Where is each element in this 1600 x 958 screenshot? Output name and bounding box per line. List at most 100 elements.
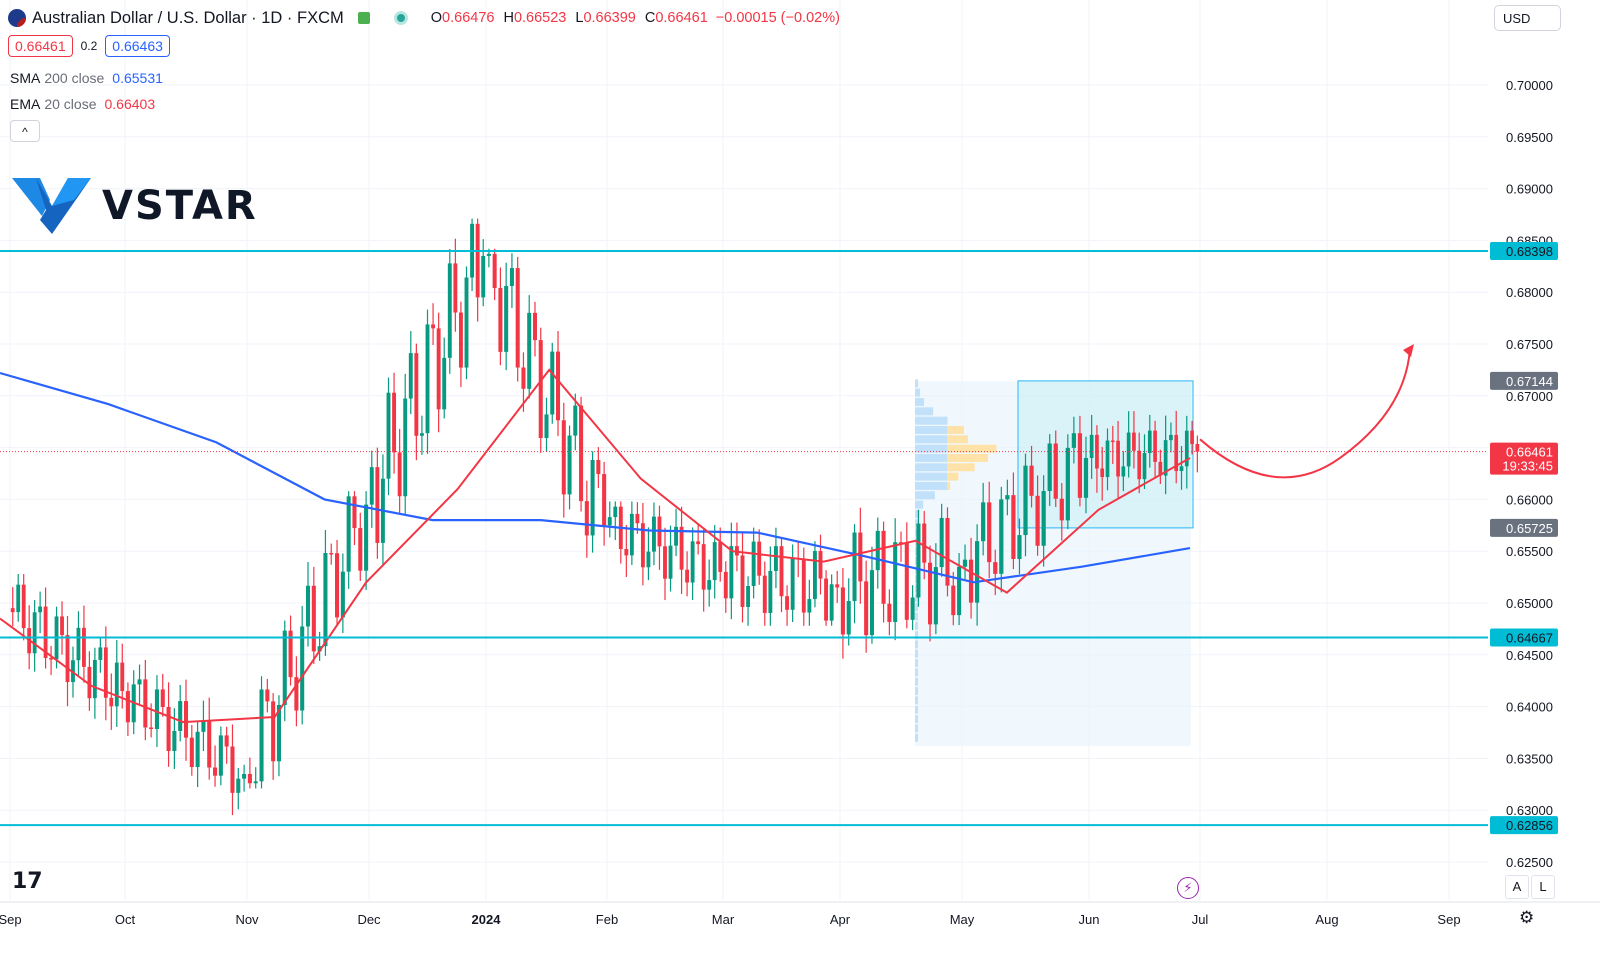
- candle-body: [785, 596, 790, 610]
- candle-body: [740, 555, 745, 607]
- auto-scale-button[interactable]: A: [1505, 875, 1529, 899]
- candle-body: [707, 580, 712, 590]
- y-tick-label: 0.65000: [1506, 596, 1553, 611]
- volume-profile-bar: [915, 379, 918, 388]
- candle-body: [475, 223, 480, 298]
- candle-body: [271, 701, 276, 762]
- candle-body: [812, 551, 817, 600]
- price-label: 0.66461: [1506, 445, 1553, 460]
- candle-body: [864, 581, 869, 636]
- candle-body: [431, 324, 436, 329]
- candle-body: [213, 767, 218, 776]
- lightning-icon[interactable]: ⚡: [1177, 877, 1199, 899]
- candle-body: [922, 523, 927, 563]
- candle-body: [247, 773, 252, 784]
- volume-profile-bar: [947, 463, 975, 472]
- volume-profile-bar: [915, 463, 947, 472]
- chevron-up-icon: ^: [22, 125, 28, 139]
- candle-body: [1169, 434, 1173, 441]
- candle-body: [149, 727, 154, 730]
- candle-body: [1100, 468, 1105, 478]
- candle-body: [323, 552, 328, 647]
- gear-icon[interactable]: ⚙: [1519, 908, 1535, 927]
- x-tick-label: Jun: [1079, 912, 1100, 927]
- candle-body: [92, 659, 97, 699]
- candle-body: [544, 414, 549, 438]
- volume-profile-bar: [915, 733, 918, 742]
- candle-body: [201, 720, 206, 732]
- candle-body: [1005, 495, 1010, 500]
- candle-body: [76, 627, 81, 661]
- candle-body: [65, 635, 70, 683]
- candle-body: [178, 701, 183, 731]
- candle-body: [114, 662, 119, 707]
- candle-body: [253, 781, 258, 784]
- candle-body: [928, 562, 933, 625]
- sma-legend[interactable]: SMA 200 close 0.65531: [10, 70, 163, 86]
- volume-profile-bar: [915, 416, 947, 425]
- candle-body: [567, 435, 572, 495]
- candle-body: [521, 367, 526, 389]
- candle-body: [453, 263, 458, 313]
- candle-body: [189, 737, 194, 768]
- volume-profile-bar: [947, 472, 959, 481]
- vstar-logo-icon: [12, 178, 91, 234]
- log-scale-button[interactable]: L: [1531, 875, 1555, 899]
- volume-profile-bar: [915, 668, 918, 677]
- candle-body: [1142, 453, 1147, 480]
- buy-button[interactable]: 0.66463: [105, 35, 170, 57]
- volume-profile-bar: [915, 593, 918, 602]
- y-tick-label: 0.64000: [1506, 700, 1553, 715]
- candle-body: [317, 646, 322, 652]
- volume-profile-bar: [915, 659, 918, 668]
- candle-body: [846, 601, 851, 635]
- tradingview-logo-icon[interactable]: 17: [12, 869, 43, 894]
- candle-body: [602, 474, 607, 526]
- y-tick-label: 0.70000: [1506, 78, 1553, 93]
- candle-body: [386, 392, 391, 479]
- live-dot-icon: [393, 11, 408, 25]
- candle-body: [685, 569, 690, 583]
- candle-body: [951, 585, 956, 616]
- candle-body: [242, 773, 247, 779]
- candle-body: [82, 627, 86, 667]
- candle-body: [1071, 433, 1076, 448]
- candle-body: [464, 277, 469, 368]
- currency-button[interactable]: USD: [1494, 5, 1561, 31]
- chart-header: Australian Dollar / U.S. Dollar · 1D · F…: [8, 7, 840, 29]
- candle-body: [43, 606, 48, 658]
- price-label: 0.65725: [1506, 521, 1553, 536]
- spread-value: 0.2: [80, 39, 98, 53]
- price-label-box: [1490, 816, 1558, 835]
- candle-body: [1158, 461, 1163, 476]
- ema-legend[interactable]: EMA 20 close 0.66403: [10, 96, 156, 112]
- candle-body: [579, 405, 584, 502]
- candle-body: [779, 546, 784, 597]
- volume-profile-bar: [915, 453, 947, 462]
- candle-body: [10, 608, 15, 613]
- candle-body: [236, 778, 241, 793]
- candle-body: [346, 496, 351, 572]
- volume-profile-bar: [915, 481, 947, 490]
- candle-body: [613, 506, 618, 518]
- candle-body: [375, 467, 380, 543]
- candle-body: [207, 720, 212, 768]
- candle-body: [1163, 440, 1168, 476]
- candle-body: [590, 460, 595, 536]
- candle-body: [898, 542, 904, 544]
- candle-body: [712, 542, 717, 581]
- symbol-title[interactable]: Australian Dollar / U.S. Dollar · 1D · F…: [32, 8, 344, 27]
- candle-body: [195, 731, 200, 768]
- y-tick-label: 0.67000: [1506, 389, 1553, 404]
- candle-body: [49, 657, 53, 660]
- sell-button[interactable]: 0.66461: [8, 35, 73, 57]
- price-label: 0.64667: [1506, 630, 1553, 645]
- volume-profile-bar: [915, 724, 918, 733]
- volume-profile-bar: [915, 696, 918, 705]
- x-tick-label: Nov: [235, 912, 259, 927]
- y-tick-label: 0.64500: [1506, 648, 1553, 663]
- volume-profile-bar: [915, 444, 947, 453]
- collapse-legend-button[interactable]: ^: [10, 120, 40, 142]
- volume-profile-bar: [915, 715, 918, 724]
